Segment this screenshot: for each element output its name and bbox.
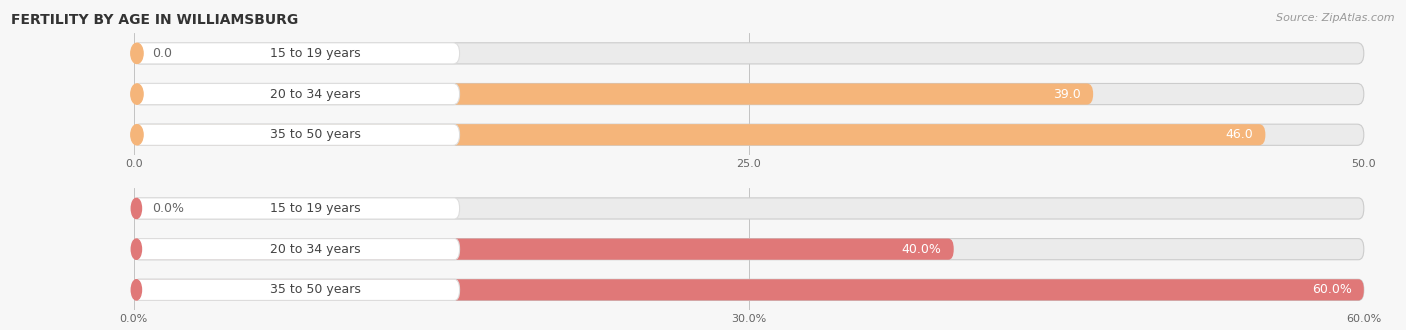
Text: 40.0%: 40.0% [901,243,942,256]
Circle shape [131,43,143,63]
FancyBboxPatch shape [134,198,460,219]
FancyBboxPatch shape [134,279,460,300]
Text: 15 to 19 years: 15 to 19 years [270,47,361,60]
FancyBboxPatch shape [134,43,1364,64]
Text: 60.0%: 60.0% [1312,283,1351,296]
FancyBboxPatch shape [134,239,1364,260]
Text: 35 to 50 years: 35 to 50 years [270,128,361,141]
FancyBboxPatch shape [134,239,953,260]
FancyBboxPatch shape [134,124,1364,145]
FancyBboxPatch shape [134,83,1094,105]
Text: Source: ZipAtlas.com: Source: ZipAtlas.com [1277,13,1395,23]
Circle shape [131,198,142,218]
Text: 0.0%: 0.0% [152,202,184,215]
FancyBboxPatch shape [134,239,460,260]
Circle shape [131,84,143,104]
Text: 0.0: 0.0 [152,47,172,60]
Text: FERTILITY BY AGE IN WILLIAMSBURG: FERTILITY BY AGE IN WILLIAMSBURG [11,13,298,27]
FancyBboxPatch shape [134,124,1265,145]
FancyBboxPatch shape [134,43,460,64]
FancyBboxPatch shape [134,198,1364,219]
FancyBboxPatch shape [134,279,1364,300]
Text: 20 to 34 years: 20 to 34 years [270,243,361,256]
Text: 46.0: 46.0 [1226,128,1253,141]
Circle shape [131,280,142,300]
Text: 35 to 50 years: 35 to 50 years [270,283,361,296]
Circle shape [131,125,143,145]
FancyBboxPatch shape [134,83,460,105]
Text: 39.0: 39.0 [1053,87,1081,101]
Circle shape [131,239,142,259]
FancyBboxPatch shape [134,83,1364,105]
FancyBboxPatch shape [134,279,1364,300]
Text: 20 to 34 years: 20 to 34 years [270,87,361,101]
FancyBboxPatch shape [134,124,460,145]
Text: 15 to 19 years: 15 to 19 years [270,202,361,215]
